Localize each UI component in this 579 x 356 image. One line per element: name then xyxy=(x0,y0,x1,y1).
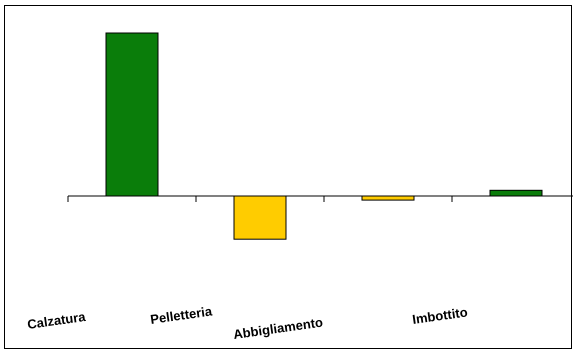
chart-frame: Calzatura Pelletteria Abbigliamento Imbotti… xyxy=(4,5,573,349)
category-label-calzatura: Calzatura xyxy=(26,309,87,332)
bar-imbottito xyxy=(489,189,543,197)
category-labels: Calzatura Pelletteria Abbigliamento Imbotti… xyxy=(26,303,468,342)
category-label-pelletteria: Pelletteria xyxy=(149,303,213,327)
bar-pelletteria xyxy=(233,195,287,240)
bar-calzatura xyxy=(105,32,159,197)
bar-chart: Calzatura Pelletteria Abbigliamento Imbotti… xyxy=(26,32,573,342)
bars-group xyxy=(105,32,543,240)
x-axis xyxy=(67,195,573,202)
bar-abbigliamento xyxy=(361,195,415,201)
category-label-abbigliamento: Abbigliamento xyxy=(232,315,324,342)
category-label-imbottito: Imbottito xyxy=(411,304,468,327)
